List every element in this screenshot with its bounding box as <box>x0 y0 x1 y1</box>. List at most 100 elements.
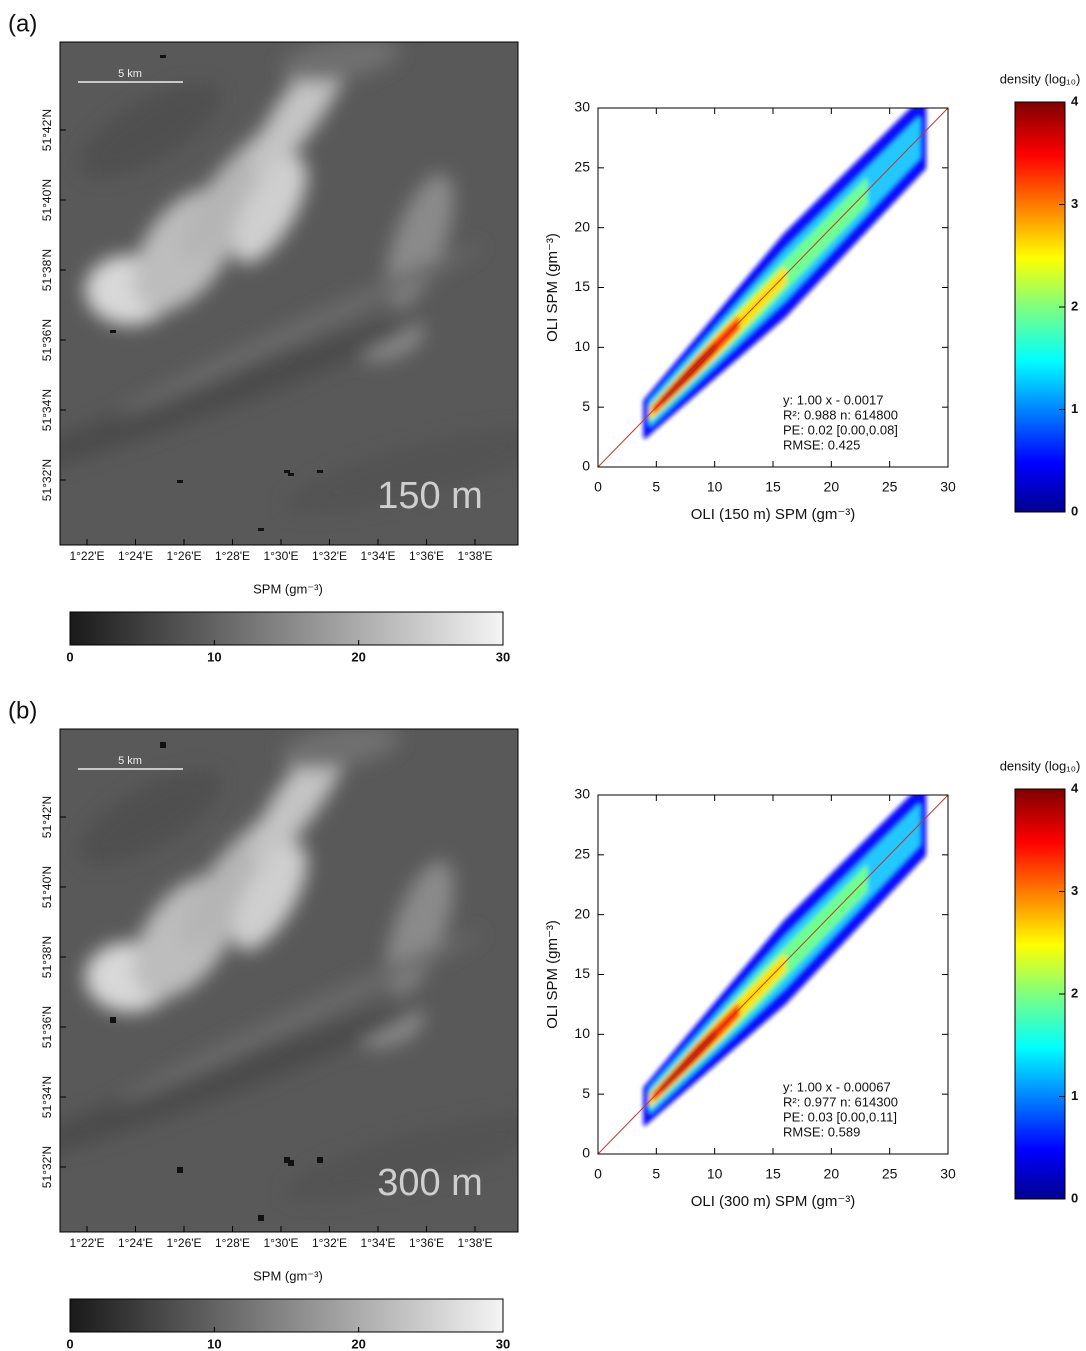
colorbar-tick-label: 2 <box>1071 298 1078 313</box>
map-nodata <box>160 55 166 58</box>
colorbar-tick-label: 0 <box>1071 1190 1078 1205</box>
colorbar <box>69 1298 504 1333</box>
colorbar-label: SPM (gm⁻³) <box>253 1268 323 1283</box>
map-nodata <box>110 330 116 333</box>
colorbar-label: SPM (gm⁻³) <box>253 581 323 596</box>
colorbar-tick-label: 1 <box>1071 1088 1078 1103</box>
colorbar-tick-label: 4 <box>1071 93 1079 108</box>
colorbar <box>1014 788 1066 1200</box>
map-feature <box>233 156 307 264</box>
colorbar-tick-label: 10 <box>207 649 221 664</box>
lon-tick-label: 1°30'E <box>263 549 298 563</box>
lon-tick-label: 1°26'E <box>166 549 201 563</box>
colorbar <box>1014 101 1066 513</box>
map-nodata <box>317 1157 323 1163</box>
one-to-one-line <box>598 795 948 1154</box>
stats-annotation: y: 1.00 x - 0.00067 <box>783 1079 891 1094</box>
x-tick-label: 25 <box>882 1166 898 1182</box>
lat-tick-label: 51°34'N <box>40 389 54 431</box>
stats-annotation: RMSE: 0.425 <box>783 437 860 452</box>
colorbar-tick-label: 10 <box>207 1336 221 1351</box>
stats-annotation: PE: 0.03 [0.00,0.11] <box>783 1109 897 1124</box>
lon-tick-label: 1°38'E <box>457 549 492 563</box>
lat-tick-label: 51°38'N <box>40 249 54 291</box>
map-feature <box>280 42 400 83</box>
lat-tick-label: 51°42'N <box>40 796 54 838</box>
map-feature <box>60 319 417 481</box>
y-tick-label: 10 <box>574 338 590 354</box>
one-to-one-line <box>598 108 948 467</box>
x-tick-label: 15 <box>765 1166 781 1182</box>
lon-tick-label: 1°36'E <box>409 549 444 563</box>
stats-annotation: RMSE: 0.589 <box>783 1124 860 1139</box>
map-frame <box>59 41 519 546</box>
map-nodata <box>258 1215 264 1221</box>
map-feature <box>118 931 482 1103</box>
lat-tick-label: 51°36'N <box>40 319 54 361</box>
x-tick-label: 5 <box>652 479 660 495</box>
x-tick-label: 20 <box>824 479 840 495</box>
map-nodata <box>177 480 183 483</box>
lon-tick-label: 1°32'E <box>312 549 347 563</box>
lon-tick-label: 1°34'E <box>360 1236 395 1250</box>
map-nodata <box>258 528 264 531</box>
y-tick-label: 20 <box>574 905 590 921</box>
x-tick-label: 25 <box>882 479 898 495</box>
lat-tick-label: 51°36'N <box>40 1006 54 1048</box>
x-tick-label: 0 <box>594 1166 602 1182</box>
colorbar-tick-label: 30 <box>496 649 510 664</box>
resolution-label: 150 m <box>377 475 483 517</box>
x-tick-label: 30 <box>940 1166 956 1182</box>
map-feature <box>284 426 518 514</box>
map-feature <box>233 843 307 951</box>
lon-tick-label: 1°36'E <box>409 1236 444 1250</box>
map-nodata <box>284 470 290 473</box>
colorbar-tick-label: 20 <box>351 649 365 664</box>
lon-tick-label: 1°28'E <box>215 1236 250 1250</box>
lon-tick-label: 1°26'E <box>166 1236 201 1250</box>
lon-tick-label: 1°24'E <box>118 549 153 563</box>
colorbar-tick-label: 3 <box>1071 883 1078 898</box>
lon-tick-label: 1°32'E <box>312 1236 347 1250</box>
map-feature <box>118 244 482 416</box>
lat-tick-label: 51°38'N <box>40 936 54 978</box>
colorbar <box>69 611 504 646</box>
map-feature <box>284 1113 518 1201</box>
lat-tick-label: 51°32'N <box>40 1146 54 1188</box>
scale-bar-label: 5 km <box>118 755 142 767</box>
lon-tick-label: 1°22'E <box>69 1236 104 1250</box>
stats-annotation: PE: 0.02 [0.00,0.08] <box>783 422 898 437</box>
lat-tick-label: 51°34'N <box>40 1076 54 1118</box>
map-nodata <box>284 1157 290 1163</box>
map-feature <box>280 729 400 770</box>
map-features <box>60 42 518 514</box>
lat-tick-label: 51°32'N <box>40 459 54 501</box>
y-tick-label: 30 <box>574 99 590 115</box>
x-tick-label: 15 <box>765 479 781 495</box>
x-tick-label: 10 <box>707 479 723 495</box>
x-tick-label: 5 <box>652 1166 660 1182</box>
density-cloud <box>598 108 948 467</box>
lat-tick-label: 51°42'N <box>40 109 54 151</box>
density-layers <box>643 108 927 439</box>
stats-annotation: y: 1.00 x - 0.0017 <box>783 392 883 407</box>
y-tick-label: 15 <box>574 965 590 981</box>
y-tick-label: 10 <box>574 1025 590 1041</box>
lon-tick-label: 1°30'E <box>263 1236 298 1250</box>
stats-annotation: R²: 0.977 n: 614300 <box>783 1094 898 1109</box>
y-tick-label: 20 <box>574 218 590 234</box>
colorbar-tick-label: 3 <box>1071 196 1078 211</box>
colorbar-label: density (log₁₀) <box>1000 71 1081 86</box>
colorbar-tick-label: 2 <box>1071 985 1078 1000</box>
density-layers <box>643 795 927 1126</box>
x-tick-label: 30 <box>940 479 956 495</box>
map-nodata <box>288 1160 294 1166</box>
y-tick-label: 5 <box>582 398 590 414</box>
lon-tick-label: 1°34'E <box>360 549 395 563</box>
map-nodata <box>160 742 166 748</box>
map-frame <box>59 728 519 1233</box>
map-nodata <box>288 473 294 476</box>
panel-label: (a) <box>8 10 37 37</box>
lon-tick-label: 1°22'E <box>69 549 104 563</box>
